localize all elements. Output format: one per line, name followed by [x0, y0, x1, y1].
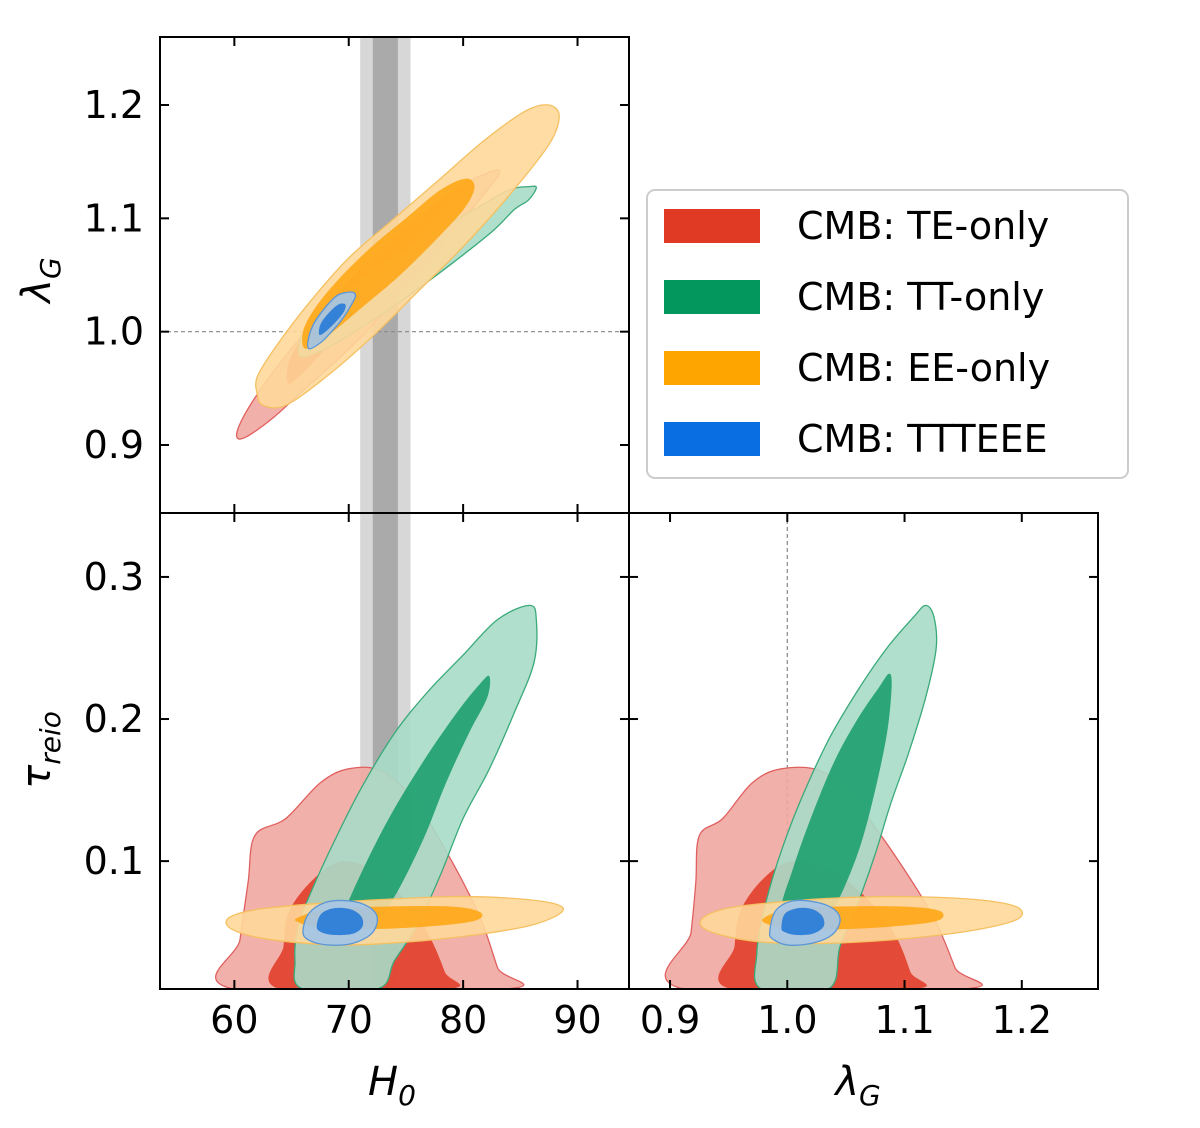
- x-tick-label: 80: [439, 998, 487, 1042]
- contour-inner-ttteee: [318, 303, 346, 336]
- y-tick-label: 1.2: [84, 83, 144, 127]
- legend-label: CMB: TT-only: [797, 275, 1044, 319]
- y-tick-label: 1.0: [84, 310, 144, 354]
- legend-label: CMB: TTTEEE: [797, 417, 1048, 461]
- plot-area: [664, 513, 1024, 989]
- panel-lambda-tau: 0.9 1.0 1.1 1.2: [628, 512, 1099, 1042]
- x-tick-label: 0.9: [640, 998, 700, 1042]
- x-tick-label: 90: [553, 998, 601, 1042]
- y-tick-label: 0.9: [84, 423, 144, 467]
- legend-swatch: [664, 422, 760, 456]
- legend-swatch: [664, 209, 760, 243]
- plot-area: [215, 513, 564, 989]
- x-tick-label: 60: [210, 998, 258, 1042]
- contour-inner-tt-only: [342, 675, 491, 933]
- legend: CMB: TE-only CMB: TT-only CMB: EE-only CMB:…: [646, 189, 1129, 479]
- legend-frame: [646, 189, 1129, 479]
- plot-area: [160, 37, 629, 513]
- legend-label: CMB: EE-only: [797, 346, 1050, 390]
- panel-h0-lambda: 0.9 1.0 1.1 1.2: [84, 36, 630, 514]
- x-tick-label: 70: [325, 998, 373, 1042]
- contour-inner-ttteee: [781, 907, 825, 936]
- y-axis-label-lambda: λG: [14, 257, 67, 304]
- legend-swatch: [664, 280, 760, 314]
- panel-frame: [628, 512, 1099, 990]
- x-axis-label-h0: H0: [368, 1059, 416, 1112]
- x-axis-label-lambda: λG: [833, 1059, 880, 1112]
- x-tick-label: 1.2: [992, 998, 1052, 1042]
- legend-swatch: [664, 351, 760, 385]
- panel-h0-tau: 60 70 80 90 0.1 0.2 0.3: [84, 512, 630, 1042]
- contour-inner-ttteee: [316, 907, 364, 936]
- y-tick-label: 0.2: [84, 697, 144, 741]
- y-tick-label: 1.1: [84, 196, 144, 240]
- y-axis-label-tau: τreio: [14, 711, 67, 789]
- x-tick-label: 1.0: [757, 998, 817, 1042]
- x-tick-label: 1.1: [874, 998, 934, 1042]
- y-tick-label: 0.1: [84, 839, 144, 883]
- contour-inner-tt-only: [781, 673, 892, 930]
- legend-label: CMB: TE-only: [797, 204, 1049, 248]
- y-tick-label: 0.3: [84, 555, 144, 599]
